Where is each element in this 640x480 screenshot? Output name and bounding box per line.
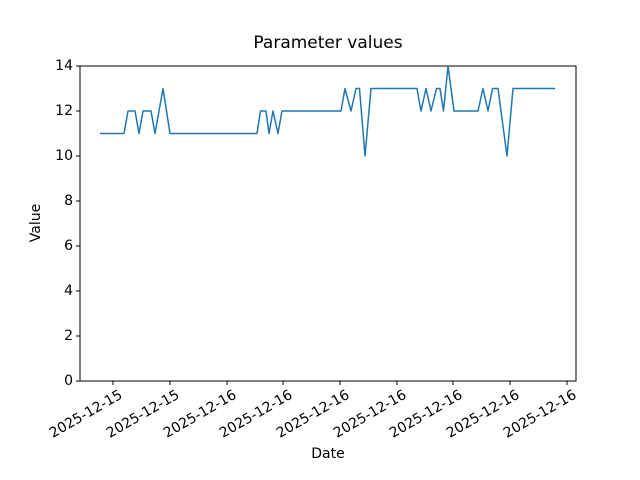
- axes-spines: [79, 65, 577, 382]
- y-tick-label: 4: [64, 283, 73, 299]
- y-tick-label: 6: [64, 238, 73, 254]
- y-tick-label: 10: [55, 148, 73, 164]
- y-tick-label: 14: [55, 58, 73, 74]
- chart-title: Parameter values: [253, 33, 403, 53]
- y-tick-label: 2: [64, 328, 73, 344]
- y-axis-label: Value: [28, 203, 44, 243]
- parameter-line: [100, 65, 555, 157]
- y-tick-label: 8: [64, 193, 73, 209]
- y-tick-label: 12: [55, 103, 73, 119]
- x-axis-label: Date: [311, 446, 345, 462]
- y-tick-label: 0: [64, 373, 73, 389]
